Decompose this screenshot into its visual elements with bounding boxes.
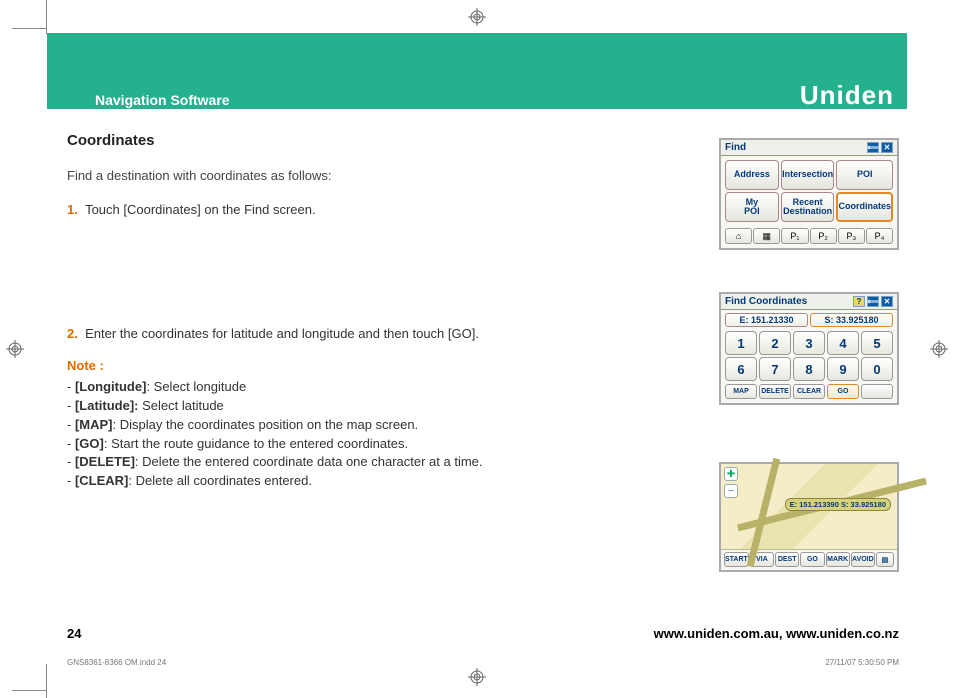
map-action-button: DEST xyxy=(775,552,799,567)
map-action-button: AVOID xyxy=(851,552,875,567)
find-button: MyPOI xyxy=(725,192,779,222)
numpad-button: 8 xyxy=(793,357,825,381)
find-button: POI xyxy=(836,160,893,190)
numpad-button: 4 xyxy=(827,331,859,355)
note-line: - [DELETE]: Delete the entered coordinat… xyxy=(67,453,483,472)
preset-icon: P₃ xyxy=(838,228,865,244)
numpad-button: 6 xyxy=(725,357,757,381)
step-2: 2. Enter the coordinates for latitude an… xyxy=(67,326,479,341)
note-line: - [Longitude]: Select longitude xyxy=(67,378,483,397)
registration-mark-icon xyxy=(930,340,948,358)
figure-find-coordinates: Find Coordinates ? ⟸ ✕ E: 151.21330 S: 3… xyxy=(719,292,899,405)
preset-icon: P₂ xyxy=(810,228,837,244)
action-button: CLEAR xyxy=(793,384,825,399)
step-number: 1. xyxy=(67,202,78,217)
figure-titlebar: Find Coordinates ? ⟸ ✕ xyxy=(721,294,897,310)
figure-map-screen: ✚ − E: 151.213390 S: 33.925180 STARTVIAD… xyxy=(719,462,899,572)
step-text: Enter the coordinates for latitude and l… xyxy=(85,326,479,341)
find-button: Coordinates xyxy=(836,192,893,222)
step-number: 2. xyxy=(67,326,78,341)
numpad-button: 9 xyxy=(827,357,859,381)
timestamp: 27/11/07 5:30:50 PM xyxy=(825,658,899,667)
intro-text: Find a destination with coordinates as f… xyxy=(67,168,331,183)
note-line: - [CLEAR]: Delete all coordinates entere… xyxy=(67,472,483,491)
figure-title: Find Coordinates xyxy=(725,296,807,307)
back-icon: ⟸ xyxy=(867,296,879,307)
brand-logo: Uniden xyxy=(800,80,894,111)
page-number: 24 xyxy=(67,626,81,641)
back-icon: ⟸ xyxy=(867,142,879,153)
help-icon: ? xyxy=(853,296,865,307)
notes-list: - [Longitude]: Select longitude- [Latitu… xyxy=(67,378,483,491)
file-line: GNS8361-8366 OM.indd 24 xyxy=(67,658,166,667)
map-menu-icon: ▤ xyxy=(876,552,894,567)
latitude-field: S: 33.925180 xyxy=(810,313,893,327)
action-button: GO xyxy=(827,384,859,399)
numpad-button: 3 xyxy=(793,331,825,355)
find-button: RecentDestination xyxy=(781,192,835,222)
find-button: Address xyxy=(725,160,779,190)
note-line: - [MAP]: Display the coordinates positio… xyxy=(67,416,483,435)
map-area: ✚ − E: 151.213390 S: 33.925180 xyxy=(721,464,897,550)
action-button: DELETE xyxy=(759,384,791,399)
footer-url: www.uniden.com.au, www.uniden.co.nz xyxy=(654,626,899,641)
registration-mark-icon xyxy=(468,668,486,686)
note-label: Note : xyxy=(67,358,104,373)
close-icon: ✕ xyxy=(881,296,893,307)
figure-titlebar: Find ⟸ ✕ xyxy=(721,140,897,156)
find-button: Intersection xyxy=(781,160,835,190)
registration-mark-icon xyxy=(468,8,486,26)
step-text: Touch [Coordinates] on the Find screen. xyxy=(85,202,316,217)
action-button xyxy=(861,384,893,399)
longitude-field: E: 151.21330 xyxy=(725,313,808,327)
registration-mark-icon xyxy=(6,340,24,358)
map-action-button: START xyxy=(724,552,749,567)
numpad-button: 0 xyxy=(861,357,893,381)
coord-pill: E: 151.213390 S: 33.925180 xyxy=(785,498,891,511)
zoom-in-icon: ✚ xyxy=(724,467,738,481)
figure-find-screen: Find ⟸ ✕ AddressIntersectionPOI MyPOIRece… xyxy=(719,138,899,250)
preset-icon: ▦ xyxy=(753,228,780,244)
note-line: - [GO]: Start the route guidance to the … xyxy=(67,435,483,454)
note-line: - [Latitude]: Select latitude xyxy=(67,397,483,416)
section-title: Coordinates xyxy=(67,132,155,149)
action-button: MAP xyxy=(725,384,757,399)
figure-title: Find xyxy=(725,142,746,153)
step-1: 1. Touch [Coordinates] on the Find scree… xyxy=(67,202,316,217)
preset-icon: ⌂ xyxy=(725,228,752,244)
numpad-button: 1 xyxy=(725,331,757,355)
close-icon: ✕ xyxy=(881,142,893,153)
preset-icon: P₄ xyxy=(866,228,893,244)
numpad-button: 5 xyxy=(861,331,893,355)
map-action-button: GO xyxy=(800,552,824,567)
zoom-out-icon: − xyxy=(724,484,738,498)
numpad-button: 2 xyxy=(759,331,791,355)
map-action-button: MARK xyxy=(826,552,850,567)
numpad-button: 7 xyxy=(759,357,791,381)
nav-title: Navigation Software xyxy=(95,92,230,108)
preset-icon: P₁ xyxy=(781,228,808,244)
